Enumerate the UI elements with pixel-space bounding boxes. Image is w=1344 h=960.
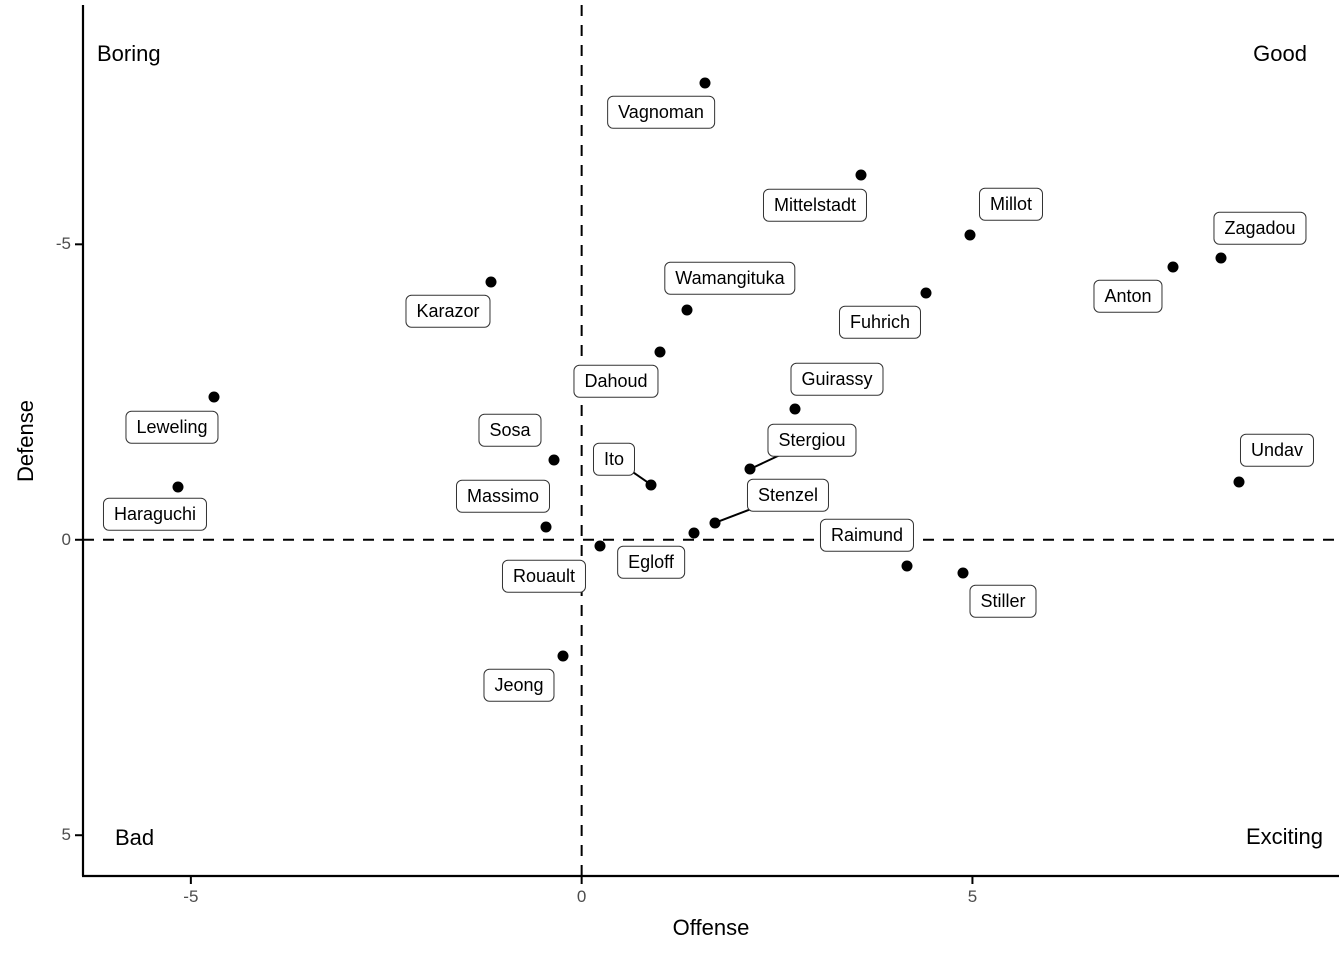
quadrant-label-good: Good bbox=[1253, 41, 1307, 66]
point-label-zagadou: Zagadou bbox=[1213, 211, 1307, 245]
data-point-egloff bbox=[688, 527, 700, 539]
data-point-undav bbox=[1233, 476, 1245, 488]
point-label-karazor: Karazor bbox=[405, 294, 491, 328]
point-label-stenzel: Stenzel bbox=[746, 478, 830, 512]
x-axis-title: Offense bbox=[672, 915, 750, 940]
data-point-mittelstadt bbox=[855, 169, 867, 181]
data-point-fuhrich bbox=[920, 287, 932, 299]
x-tick-label: 0 bbox=[576, 887, 587, 906]
data-point-millot bbox=[964, 229, 976, 241]
point-label-haraguchi: Haraguchi bbox=[102, 497, 208, 531]
point-label-anton: Anton bbox=[1093, 279, 1163, 313]
data-point-stiller bbox=[957, 567, 969, 579]
data-point-anton bbox=[1167, 261, 1179, 273]
point-label-stiller: Stiller bbox=[969, 584, 1037, 618]
point-label-wamangituka: Wamangituka bbox=[664, 261, 796, 295]
x-tick-label: 5 bbox=[967, 887, 978, 906]
data-point-stergiou bbox=[744, 463, 756, 475]
data-point-ito bbox=[645, 479, 657, 491]
point-label-fuhrich: Fuhrich bbox=[838, 305, 922, 339]
data-point-haraguchi bbox=[172, 481, 184, 493]
point-label-sosa: Sosa bbox=[478, 413, 542, 447]
data-point-rouault bbox=[594, 540, 606, 552]
point-label-jeong: Jeong bbox=[483, 668, 555, 702]
data-point-leweling bbox=[208, 391, 220, 403]
point-label-guirassy: Guirassy bbox=[790, 362, 884, 396]
y-axis-title: Defense bbox=[13, 400, 38, 482]
point-label-ito: Ito bbox=[592, 442, 636, 476]
y-tick-label: 0 bbox=[61, 529, 71, 549]
point-label-millot: Millot bbox=[978, 187, 1044, 221]
quadrant-label-exciting: Exciting bbox=[1245, 824, 1323, 849]
y-tick-label: 5 bbox=[61, 825, 71, 845]
data-point-dahoud bbox=[654, 346, 666, 358]
point-label-leweling: Leweling bbox=[125, 410, 219, 444]
data-point-guirassy bbox=[789, 403, 801, 415]
data-point-massimo bbox=[540, 521, 552, 533]
data-point-stenzel bbox=[709, 517, 721, 529]
data-point-karazor bbox=[485, 276, 497, 288]
data-point-wamangituka bbox=[681, 304, 693, 316]
data-point-sosa bbox=[548, 454, 560, 466]
data-point-raimund bbox=[901, 560, 913, 572]
x-tick-label: -5 bbox=[183, 887, 199, 906]
point-label-vagnoman: Vagnoman bbox=[607, 95, 715, 129]
data-point-jeong bbox=[557, 650, 569, 662]
point-label-rouault: Rouault bbox=[501, 559, 587, 593]
point-label-massimo: Massimo bbox=[455, 479, 551, 513]
point-label-egloff: Egloff bbox=[617, 545, 685, 579]
data-point-vagnoman bbox=[699, 77, 711, 89]
point-label-dahoud: Dahoud bbox=[573, 364, 659, 398]
quadrant-label-boring: Boring bbox=[97, 41, 161, 66]
y-tick-label: -5 bbox=[55, 234, 71, 254]
quadrant-label-bad: Bad bbox=[115, 825, 155, 850]
point-label-undav: Undav bbox=[1239, 433, 1315, 467]
point-label-mittelstadt: Mittelstadt bbox=[762, 188, 868, 222]
data-point-zagadou bbox=[1215, 252, 1227, 264]
point-label-stergiou: Stergiou bbox=[767, 423, 857, 457]
point-label-raimund: Raimund bbox=[819, 518, 915, 552]
